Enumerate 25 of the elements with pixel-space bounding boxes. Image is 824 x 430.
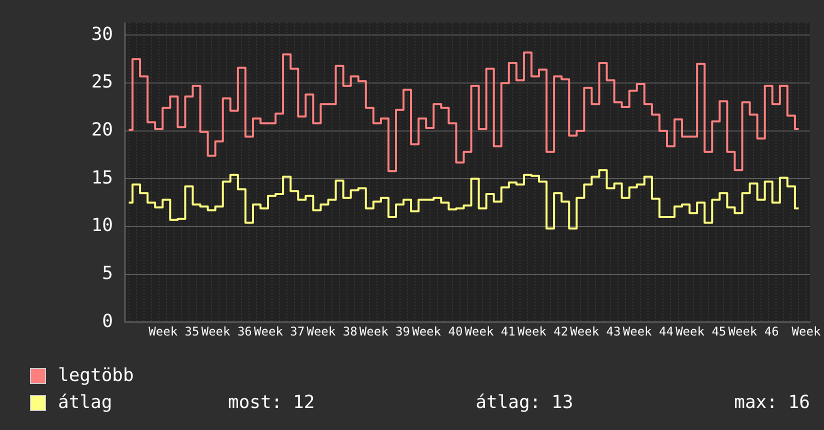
x-tick-label: Week 43 (570, 324, 621, 339)
text: max: 16 (734, 392, 810, 413)
x-tick-label: Week (792, 324, 822, 339)
text: átlag: 13 (476, 392, 574, 413)
y-tick-label: 15 (91, 167, 113, 188)
x-tick-label: Week 40 (412, 324, 463, 339)
x-tick-label: Week 35 (148, 324, 200, 339)
legend-label: átlag (58, 392, 114, 413)
y-tick-label: 10 (91, 215, 113, 236)
text: most: 12 (228, 392, 315, 413)
x-tick-label: Week 44 (622, 324, 674, 339)
legend-label: legtöbb (58, 365, 135, 386)
x-tick-label: Week 37 (254, 324, 305, 339)
y-tick-label: 30 (91, 24, 113, 45)
x-tick-label: Week 41 (464, 324, 516, 339)
x-tick-label: Week 36 (201, 324, 252, 339)
y-tick-label: 0 (102, 310, 113, 332)
x-tick-label: Week 45 (676, 324, 726, 339)
y-tick-label: 20 (91, 120, 113, 141)
y-tick-label: 5 (102, 263, 113, 284)
x-tick-label: Week 38 (306, 324, 358, 339)
y-tick-label: 25 (91, 72, 113, 93)
x-tick-label: Week 46 (728, 324, 779, 339)
x-tick-label: Week 42 (517, 324, 568, 339)
x-tick-label: Week 39 (359, 324, 410, 339)
